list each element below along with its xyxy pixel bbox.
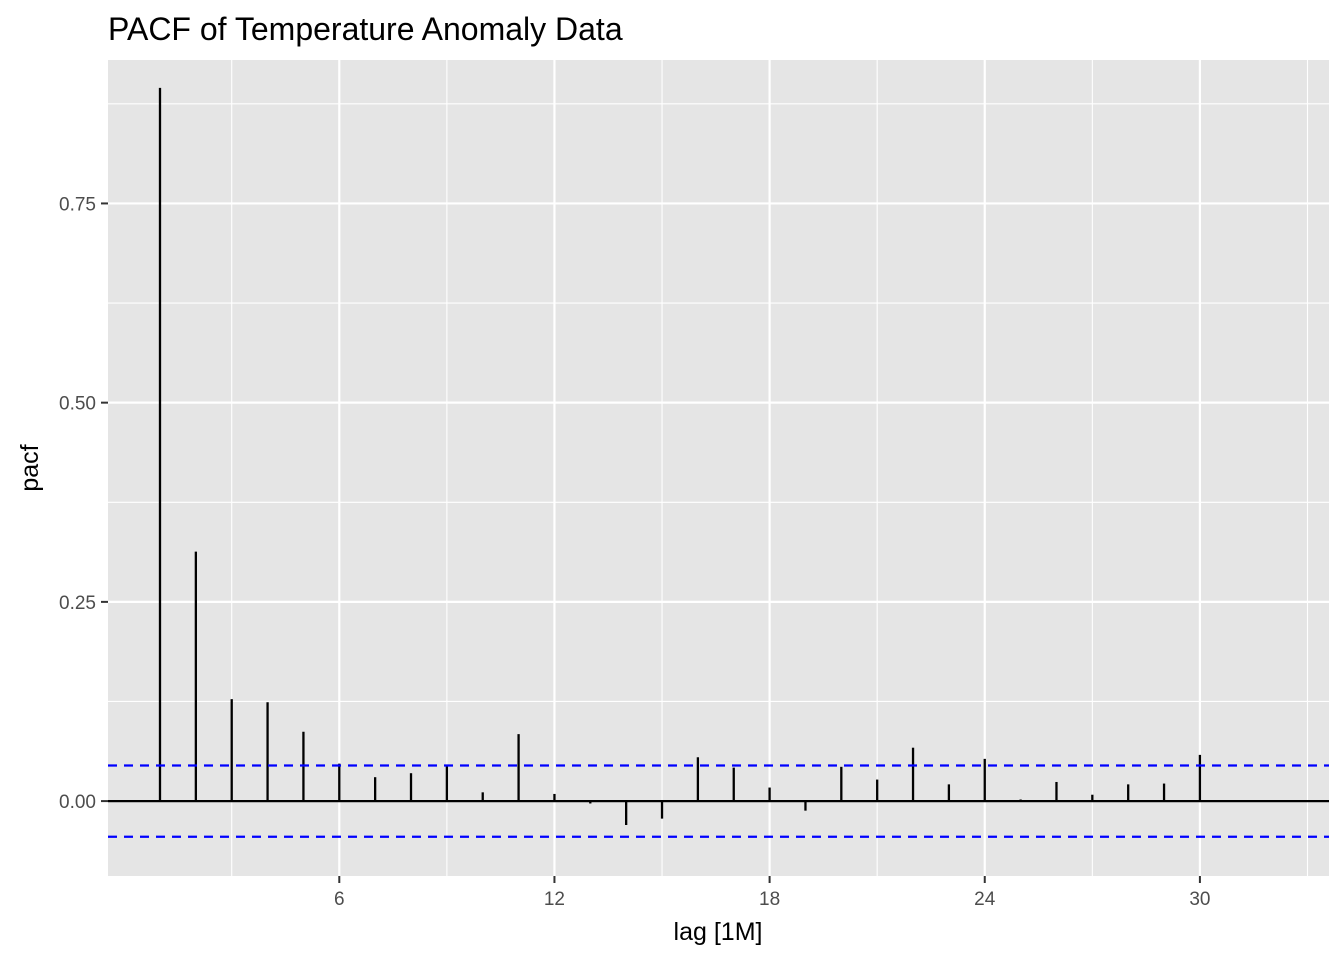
major-grid xyxy=(108,60,1329,876)
x-tick-label: 24 xyxy=(974,889,996,910)
minor-grid xyxy=(108,60,1329,876)
x-tick-label: 30 xyxy=(1189,889,1210,910)
pacf-bars xyxy=(158,87,1202,825)
panel-background xyxy=(108,60,1329,876)
x-tick-label: 18 xyxy=(759,889,780,910)
chart-title: PACF of Temperature Anomaly Data xyxy=(108,11,623,47)
y-tick-label: 0.75 xyxy=(59,194,96,215)
x-axis: 6 12 18 24 30 xyxy=(334,876,1210,910)
reference-lines xyxy=(108,764,1329,838)
x-tick-label: 6 xyxy=(334,889,345,910)
x-axis-title: lag [1M] xyxy=(674,918,763,946)
y-tick-label: 0.50 xyxy=(59,394,96,415)
x-tick-label: 12 xyxy=(544,889,565,910)
y-axis: 0.00 0.25 0.50 0.75 xyxy=(59,194,108,813)
y-tick-label: 0.25 xyxy=(59,593,96,614)
y-axis-title: pacf xyxy=(16,444,44,491)
y-tick-label: 0.00 xyxy=(59,792,96,813)
